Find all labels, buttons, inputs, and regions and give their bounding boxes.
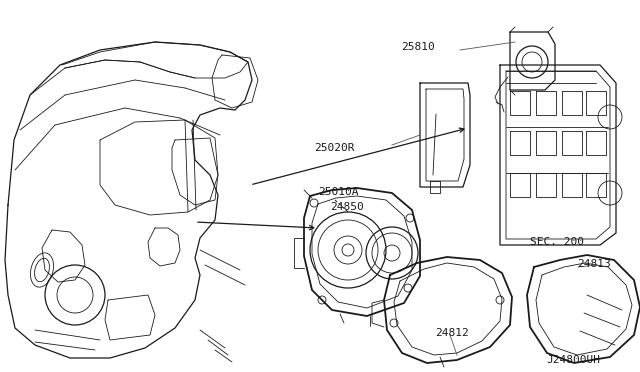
Text: 25020R: 25020R bbox=[314, 143, 355, 153]
Text: 24813: 24813 bbox=[577, 259, 611, 269]
Text: 25810: 25810 bbox=[401, 42, 435, 52]
Text: 25010A: 25010A bbox=[318, 187, 358, 197]
Text: 24812: 24812 bbox=[435, 328, 468, 338]
Text: J24800UH: J24800UH bbox=[546, 355, 600, 365]
Text: SEC. 200: SEC. 200 bbox=[530, 237, 584, 247]
Text: 24850: 24850 bbox=[330, 202, 364, 212]
